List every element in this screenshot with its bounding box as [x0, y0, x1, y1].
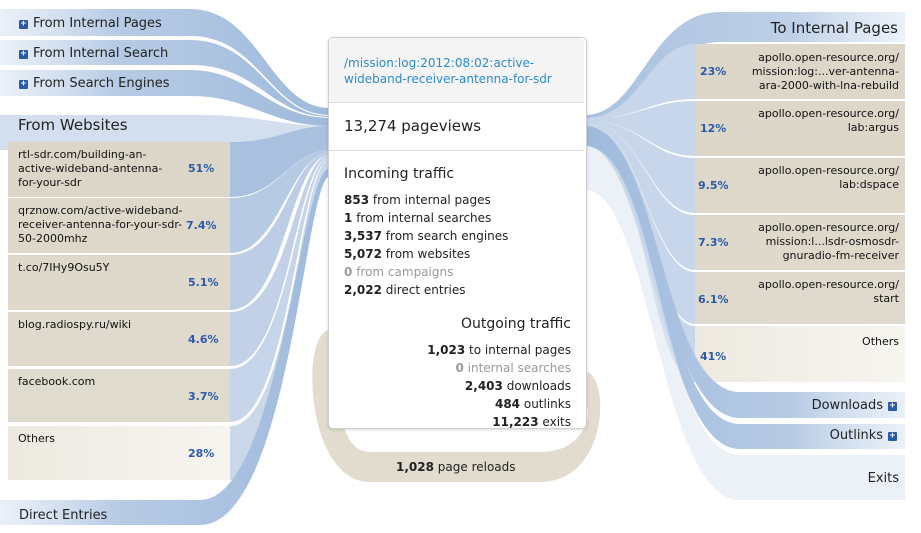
website-item-label[interactable]: t.co/7IHy9Osu5Y	[18, 261, 110, 274]
internal-page-pct: 7.3%	[698, 236, 729, 249]
internal-page-label[interactable]: apollo.open-resource.org/ mission:l...ls…	[758, 221, 899, 262]
right-flows	[585, 12, 905, 500]
incoming-campaigns: 0 from campaigns	[344, 265, 453, 279]
outgoing-internal-pages: 1,023 to internal pages	[427, 343, 571, 357]
website-item-label[interactable]: blog.radiospy.ru/wiki	[18, 318, 132, 331]
outgoing-count: 0	[455, 361, 464, 375]
website-item-pct: 28%	[188, 447, 215, 460]
plus-icon[interactable]: +	[19, 79, 28, 89]
internal-page-label[interactable]: Others	[862, 335, 899, 348]
outgoing-internal-searches: 0 internal searches	[455, 361, 571, 375]
page-reloads: 1,028 page reloads	[396, 460, 516, 474]
incoming-text: from search engines	[385, 229, 509, 243]
internal-page-pct: 9.5%	[698, 179, 729, 192]
incoming-search-engines: 3,537 from search engines	[344, 229, 508, 243]
left-flows	[0, 9, 330, 525]
outgoing-text: exits	[542, 415, 571, 429]
outgoing-text: outlinks	[523, 397, 571, 411]
direct-entries-label: Direct Entries	[19, 508, 108, 523]
incoming-traffic-title: Incoming traffic	[344, 166, 455, 182]
outgoing-count: 2,403	[464, 379, 503, 393]
divider	[329, 150, 584, 151]
to-internal-pages-header: To Internal Pages	[770, 19, 898, 37]
incoming-direct-entries: 2,022 direct entries	[344, 283, 466, 297]
from-internal-search-label: From Internal Search	[33, 46, 169, 61]
from-internal-pages-label: From Internal Pages	[33, 16, 162, 31]
outgoing-downloads: 2,403 downloads	[465, 379, 571, 393]
outgoing-text: to internal pages	[469, 343, 571, 357]
outgoing-traffic-title: Outgoing traffic	[461, 316, 571, 332]
plus-icon[interactable]: +	[19, 19, 28, 29]
incoming-text: direct entries	[385, 283, 466, 297]
page-url-link[interactable]: /mission:log:2012:08:02:active-wideband-…	[344, 56, 552, 86]
exits-label: Exits	[867, 471, 899, 486]
page-title-bar: /mission:log:2012:08:02:active-wideband-…	[329, 38, 584, 103]
pageviews-count: 13,274 pageviews	[344, 117, 482, 135]
website-item-pct: 3.7%	[188, 390, 219, 403]
downloads-label: Downloads	[811, 398, 883, 413]
from-search-engines-label: From Search Engines	[33, 76, 170, 91]
incoming-text: from internal pages	[372, 193, 491, 207]
outlinks-label: Outlinks	[829, 428, 883, 443]
website-item-pct: 4.6%	[188, 333, 219, 346]
internal-page-pct: 23%	[700, 65, 727, 78]
from-internal-pages[interactable]: + From Internal Pages	[19, 16, 162, 31]
outgoing-count: 1,023	[427, 343, 466, 357]
incoming-text: from internal searches	[356, 211, 492, 225]
incoming-websites: 5,072 from websites	[344, 247, 470, 261]
incoming-count: 3,537	[344, 229, 382, 243]
outgoing-text: downloads	[506, 379, 571, 393]
incoming-count: 2,022	[344, 283, 382, 297]
outgoing-text: internal searches	[467, 361, 571, 375]
reload-count: 1,028	[396, 460, 434, 474]
internal-page-pct: 6.1%	[698, 293, 729, 306]
internal-page-pct: 41%	[700, 350, 727, 363]
internal-page-label[interactable]: apollo.open-resource.org/ lab:dspace	[758, 164, 899, 191]
outgoing-count: 11,223	[492, 415, 539, 429]
incoming-text: from websites	[385, 247, 471, 261]
website-item-label[interactable]: Others	[18, 432, 55, 445]
internal-page-label[interactable]: apollo.open-resource.org/ lab:argus	[758, 107, 899, 134]
website-item-label[interactable]: qrznow.com/active-wideband-receiver-ante…	[18, 204, 183, 245]
page-summary-card: /mission:log:2012:08:02:active-wideband-…	[328, 37, 587, 429]
outlinks[interactable]: Outlinks +	[830, 428, 897, 443]
outgoing-count: 484	[494, 397, 521, 411]
incoming-internal-pages: 853 from internal pages	[344, 193, 491, 207]
from-search-engines[interactable]: + From Search Engines	[19, 76, 169, 91]
incoming-count: 853	[344, 193, 370, 207]
page-reload-loop	[312, 330, 601, 482]
from-internal-search[interactable]: + From Internal Search	[19, 46, 168, 61]
from-websites-header: From Websites	[18, 116, 128, 134]
website-item-label[interactable]: rtl-sdr.com/building-an-active-wideband-…	[18, 148, 163, 189]
outgoing-exits: 11,223 exits	[492, 415, 571, 429]
website-item-pct: 5.1%	[188, 276, 219, 289]
plus-icon[interactable]: +	[19, 49, 28, 59]
downloads[interactable]: Downloads +	[812, 398, 897, 413]
outgoing-outlinks: 484 outlinks	[495, 397, 571, 411]
website-item-label[interactable]: facebook.com	[18, 375, 96, 388]
incoming-text: from campaigns	[356, 265, 454, 279]
incoming-internal-searches: 1 from internal searches	[344, 211, 491, 225]
incoming-count: 0	[344, 265, 353, 279]
internal-page-label[interactable]: apollo.open-resource.org/ start	[758, 278, 899, 305]
reload-text: page reloads	[437, 460, 516, 474]
website-item-pct: 51%	[188, 162, 215, 175]
plus-icon[interactable]: +	[888, 431, 897, 441]
internal-page-pct: 12%	[700, 122, 727, 135]
incoming-count: 5,072	[344, 247, 382, 261]
plus-icon[interactable]: +	[888, 401, 897, 411]
internal-page-label[interactable]: apollo.open-resource.org/ mission:log:..…	[751, 51, 899, 92]
website-item-pct: 7.4%	[186, 219, 217, 232]
incoming-count: 1	[344, 211, 353, 225]
